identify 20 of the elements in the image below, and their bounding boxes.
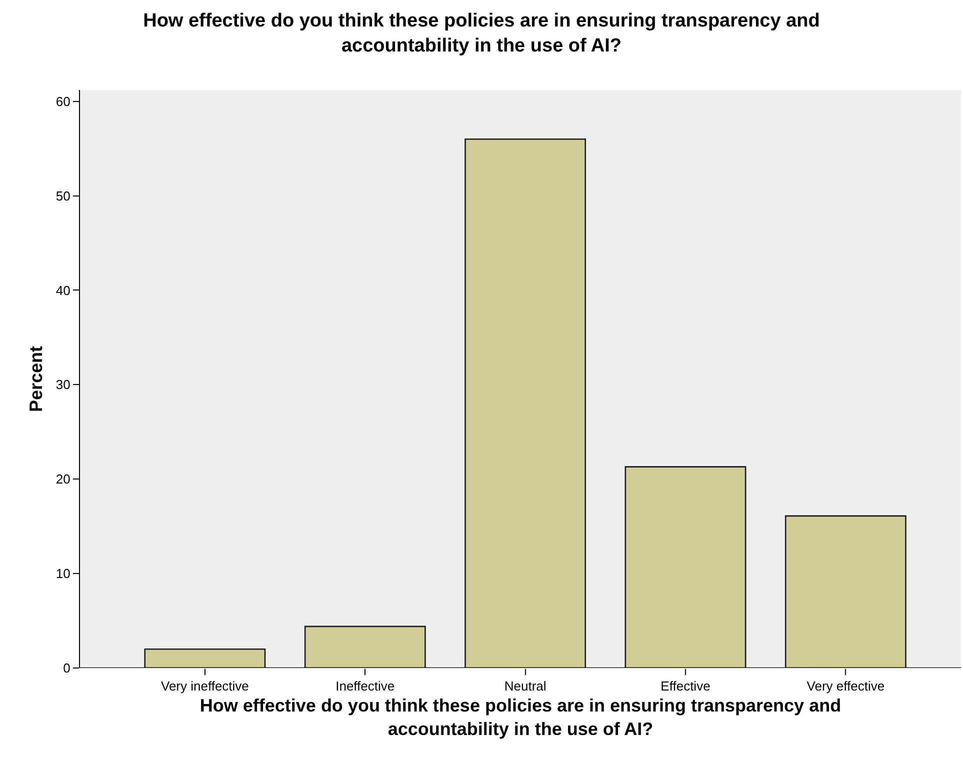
bar [624,466,746,668]
x-tick-label: Very effective [806,678,885,694]
x-tick-label: Ineffective [336,678,395,694]
y-axis-title: Percent [26,346,46,412]
y-tick-label: 20 [56,472,70,487]
bar [784,515,906,668]
y-tick-label: 30 [56,377,70,392]
x-tick-label: Very ineffective [160,678,249,694]
x-axis-title: How effective do you think these policies are in ensuring transparency and accountability in the use of AI? [200,696,842,740]
y-tick-label: 40 [56,282,70,298]
y-tick-label: 10 [56,566,70,582]
bar [304,626,426,668]
bar [464,138,586,668]
y-tick-label: 50 [56,188,70,204]
chart-title: How effective do you think these policies are in ensuring transparency and accountability in the use of AI? [143,10,820,56]
y-tick-label: 0 [63,660,70,676]
bar [144,648,266,668]
x-tick-label: Neutral [504,678,546,694]
y-tick-label: 60 [56,94,70,109]
x-tick-label: Effective [660,678,710,694]
